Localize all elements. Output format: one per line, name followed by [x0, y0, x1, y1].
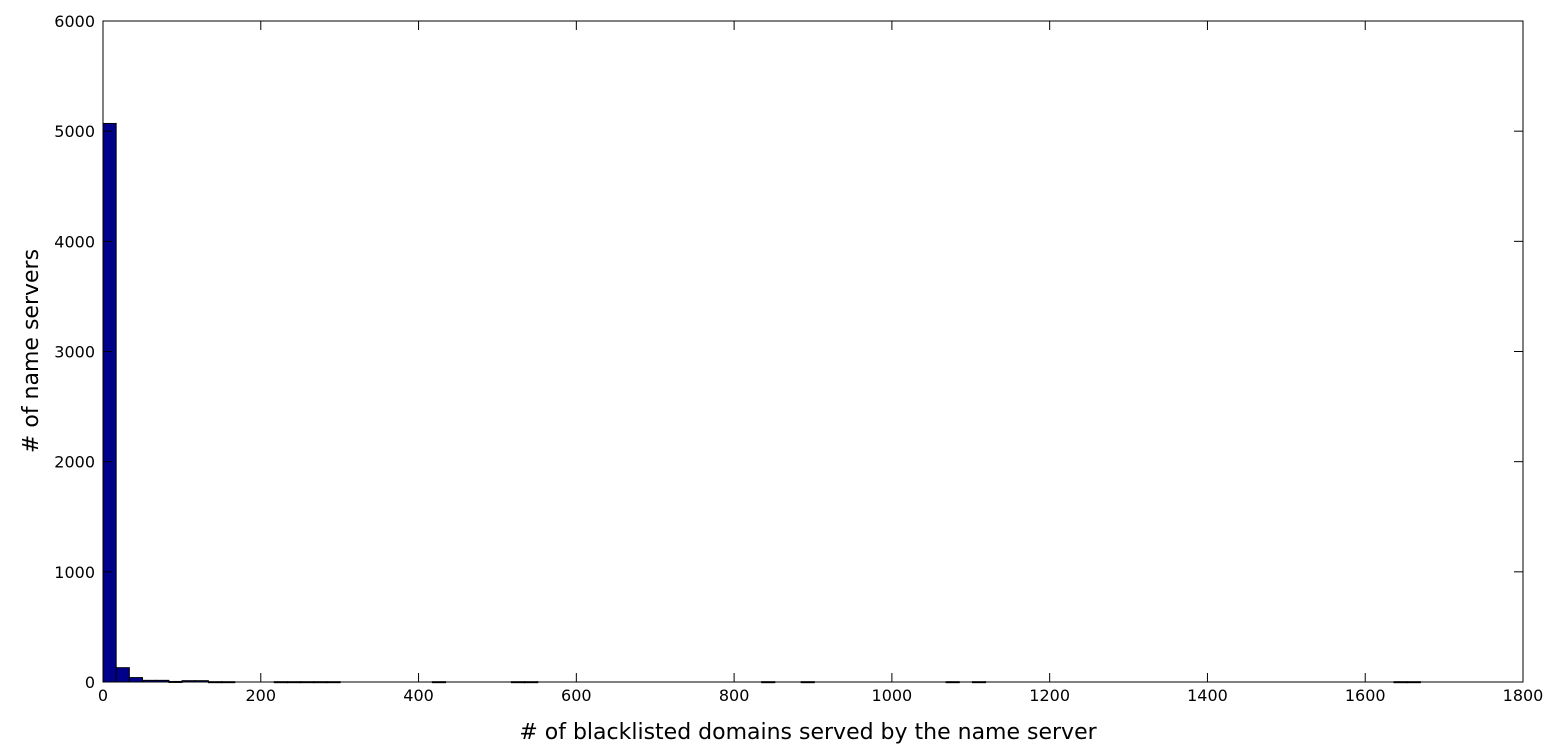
y-tick-label: 3000 — [54, 343, 95, 362]
x-tick-label: 1200 — [1029, 686, 1070, 705]
histogram-bar — [102, 122, 117, 683]
y-tick-label: 6000 — [54, 12, 95, 31]
y-axis-label: # of name servers — [19, 249, 44, 453]
y-tick-label: 4000 — [54, 232, 95, 251]
x-tick-label: 1600 — [1345, 686, 1386, 705]
x-axis-label: # of blacklisted domains served by the n… — [519, 720, 1097, 745]
bars-layer — [102, 122, 1421, 684]
x-tick-label: 1800 — [1503, 686, 1544, 705]
plot-frame — [102, 20, 1524, 683]
x-tick-label: 400 — [403, 686, 434, 705]
ticks-layer: 0 200 400 600 800 1000 1200 1400 1600 1800 0 1000 20… — [54, 12, 1543, 705]
x-tick-label: 1000 — [872, 686, 913, 705]
histogram-bar — [115, 667, 130, 683]
x-tick-label: 1400 — [1187, 686, 1228, 705]
x-tick-label: 600 — [561, 686, 592, 705]
x-tick-label: 0 — [98, 686, 108, 705]
x-tick-label: 200 — [246, 686, 277, 705]
y-tick-label: 2000 — [54, 453, 95, 472]
x-tick-label: 800 — [719, 686, 750, 705]
y-tick-label: 0 — [85, 673, 95, 692]
y-tick-label: 5000 — [54, 122, 95, 141]
histogram-bar — [128, 677, 144, 683]
y-tick-label: 1000 — [54, 563, 95, 582]
